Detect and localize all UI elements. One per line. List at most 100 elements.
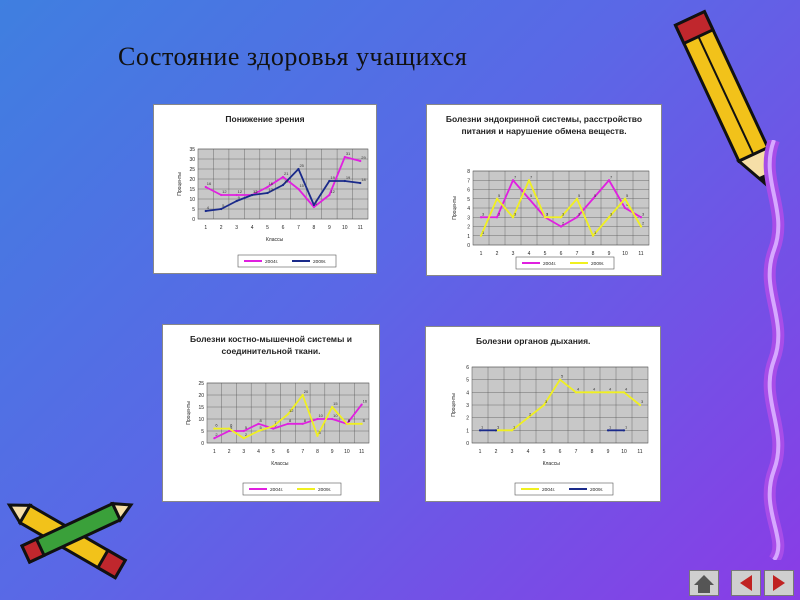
data-label: 15: [299, 183, 304, 188]
y-tick-label: 0: [192, 217, 195, 223]
x-tick-label: 5: [272, 449, 275, 455]
chart-title: Болезни костно-мышечной системы и соедин…: [190, 334, 352, 356]
nav-home-button[interactable]: [689, 570, 719, 596]
legend-label: 2009г.: [318, 487, 331, 493]
data-point: [526, 416, 530, 419]
y-axis-label: Проценты: [177, 172, 183, 196]
data-point: [266, 191, 269, 195]
data-point: [558, 378, 562, 381]
data-label: 7: [274, 420, 277, 425]
x-tick-label: 2: [228, 449, 231, 455]
data-label: 1: [609, 424, 612, 429]
data-label: 4: [593, 386, 596, 391]
x-tick-label: 2: [495, 449, 498, 455]
data-point: [606, 429, 610, 432]
legend-label: 2009г.: [591, 261, 604, 267]
data-label: 3: [578, 211, 581, 216]
data-label: 5: [245, 425, 248, 430]
y-tick-label: 20: [189, 177, 195, 183]
data-point: [331, 417, 334, 421]
data-label: 2: [642, 221, 645, 226]
data-label: 5: [222, 203, 225, 208]
data-label: 2: [562, 221, 565, 226]
data-label: 4: [207, 205, 210, 210]
data-label: 1: [497, 424, 500, 429]
x-tick-label: 11: [638, 251, 643, 257]
x-tick-label: 6: [559, 449, 562, 455]
x-axis-label: Классы: [271, 461, 289, 467]
data-label: 7: [315, 199, 318, 204]
series-line: [496, 378, 641, 432]
x-tick-label: 10: [342, 225, 348, 231]
y-tick-label: 10: [189, 197, 195, 203]
y-tick-label: 2: [466, 416, 469, 422]
arrow-left-icon: [740, 575, 752, 591]
data-point: [511, 179, 515, 182]
data-point: [328, 179, 331, 183]
legend-label: 2004г.: [265, 259, 278, 265]
data-label: 7: [514, 174, 517, 179]
x-tick-label: 4: [251, 225, 254, 231]
data-label: 5: [561, 374, 564, 379]
data-label: 2: [245, 432, 248, 437]
data-point: [591, 234, 595, 237]
x-tick-label: 2: [496, 251, 499, 257]
data-label: 1: [482, 230, 485, 235]
y-tick-label: 1: [466, 428, 469, 434]
data-label: 16: [269, 181, 274, 186]
y-axis-label: Проценты: [186, 401, 192, 425]
y-tick-label: 4: [467, 206, 470, 212]
x-tick-label: 3: [242, 449, 245, 455]
nav-prev-button[interactable]: [731, 570, 761, 596]
legend-label: 2009г.: [590, 487, 603, 493]
y-tick-label: 4: [466, 390, 469, 396]
data-point: [479, 234, 483, 237]
data-label: 3: [562, 211, 565, 216]
x-tick-label: 8: [313, 225, 316, 231]
data-point: [343, 155, 346, 159]
x-tick-label: 5: [266, 225, 269, 231]
data-point: [542, 403, 546, 407]
data-point: [622, 429, 626, 432]
x-tick-label: 7: [301, 449, 304, 455]
data-label: 5: [230, 425, 233, 430]
data-label: 3: [641, 399, 644, 404]
data-point: [511, 216, 515, 219]
data-point: [235, 193, 238, 197]
chart-endocrine: Болезни эндокринной системы, расстройств…: [426, 104, 662, 276]
data-point: [559, 216, 563, 219]
x-tick-label: 1: [479, 449, 482, 455]
y-tick-label: 0: [467, 243, 470, 249]
data-label: 4: [609, 386, 612, 391]
data-label: 8: [348, 418, 351, 423]
y-axis-label: Проценты: [451, 393, 457, 417]
data-point: [266, 185, 269, 189]
data-label: 25: [299, 163, 304, 168]
x-tick-label: 9: [607, 449, 610, 455]
data-label: 6: [315, 201, 318, 206]
y-tick-label: 0: [201, 441, 204, 447]
data-point: [227, 427, 231, 430]
data-point: [638, 403, 642, 407]
data-label: 5: [626, 193, 629, 198]
chart-vision: Понижение зрения 0 5 10 15 20 25 30 35 1 2 3 4 5 6 7 8 9…: [153, 104, 377, 274]
y-tick-label: 25: [198, 381, 204, 387]
data-point: [479, 216, 483, 219]
y-tick-label: 15: [189, 187, 195, 193]
x-tick-label: 1: [204, 225, 207, 231]
chart-respiratory: Болезни органов дыхания. 0 1 2 3 4 5 6 1 2 3 4 5 6 7 8…: [425, 326, 661, 502]
data-label: 19: [330, 175, 335, 180]
data-point: [331, 405, 334, 409]
x-axis-label: Классы: [266, 237, 284, 243]
data-point: [575, 197, 579, 200]
data-point: [301, 393, 304, 397]
data-point: [607, 179, 611, 182]
data-label: 15: [333, 401, 338, 406]
data-label: 19: [346, 175, 351, 180]
data-point: [543, 216, 547, 219]
data-label: 4: [625, 386, 628, 391]
nav-next-button[interactable]: [764, 570, 794, 596]
data-label: 29: [361, 155, 366, 160]
